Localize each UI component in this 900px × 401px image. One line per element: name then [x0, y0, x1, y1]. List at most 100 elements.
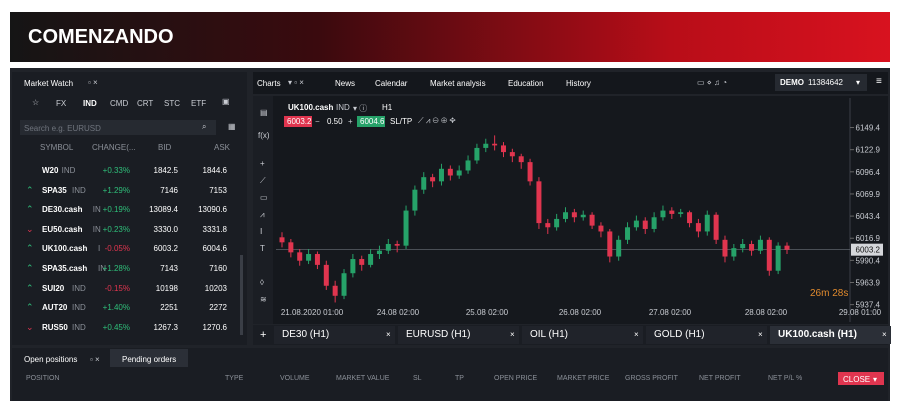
- ask: 1270.6: [202, 322, 227, 332]
- candle-body: [722, 239, 728, 257]
- toolbar-icons[interactable]: ▭ ⋄ ♫ ◔: [697, 78, 728, 87]
- bid: 3330.0: [153, 224, 178, 234]
- buy-box[interactable]: [357, 116, 385, 127]
- candle-body: [589, 214, 595, 226]
- candle-body: [563, 212, 569, 219]
- symbol[interactable]: RUS50: [42, 322, 68, 332]
- lot-minus[interactable]: −: [315, 117, 320, 126]
- settings-icon[interactable]: ▣: [222, 97, 230, 106]
- symbol[interactable]: EU50.cash: [42, 224, 83, 234]
- category-tab[interactable]: STC: [164, 99, 180, 108]
- candle-body: [412, 189, 418, 211]
- symbol-type: IND: [61, 166, 76, 175]
- current-price-box: [851, 243, 883, 256]
- ask: 10203: [204, 283, 227, 293]
- menu-icon[interactable]: ≡: [876, 76, 882, 87]
- candle-body: [376, 250, 382, 255]
- candle-body: [500, 145, 506, 153]
- chart-tab-close[interactable]: ×: [510, 330, 515, 339]
- nav-tab[interactable]: Education: [508, 79, 544, 88]
- sell-price: 6003.2: [287, 117, 312, 126]
- candle-body: [607, 231, 613, 257]
- candle-body: [749, 243, 755, 251]
- candle-body: [438, 168, 444, 182]
- symbol[interactable]: UK100.cash: [42, 244, 88, 254]
- candle-body: [332, 285, 338, 296]
- nav-tab[interactable]: Market analysis: [430, 79, 486, 88]
- chart-tools[interactable]: ⟋ ⩘ ⊖ ⊕ ✥: [418, 116, 456, 125]
- chart-tab-bg[interactable]: [770, 326, 891, 344]
- positions-tab[interactable]: Open positions: [24, 355, 78, 364]
- lot-plus[interactable]: +: [348, 117, 353, 126]
- chart-tab-bg[interactable]: [398, 326, 519, 344]
- symbol[interactable]: AUT20: [42, 303, 68, 313]
- bid: 7146: [160, 185, 178, 195]
- symbol-type: IND: [72, 185, 86, 195]
- close-dropdown[interactable]: ▾: [873, 375, 878, 384]
- positions-column: SL: [413, 375, 422, 382]
- column-header[interactable]: BID: [158, 143, 172, 152]
- chart-tab: UK100.cash (H1): [778, 329, 857, 340]
- column-header[interactable]: SYMBOL: [40, 143, 74, 152]
- candle-body: [713, 214, 719, 240]
- charts-menu[interactable]: Charts: [257, 79, 281, 88]
- candle-body: [775, 245, 781, 271]
- search-box[interactable]: [20, 120, 216, 135]
- candle-body: [616, 239, 622, 257]
- account-box[interactable]: [775, 74, 867, 91]
- positions-controls[interactable]: ▫ ×: [90, 355, 100, 364]
- column-header[interactable]: ASK: [214, 143, 231, 152]
- change: +1.29%: [102, 185, 130, 195]
- positions-tab[interactable]: Pending orders: [122, 355, 177, 364]
- nav-tab[interactable]: News: [335, 79, 356, 88]
- tab-bg[interactable]: [110, 349, 188, 367]
- candle-body: [394, 243, 400, 246]
- x-tick-label: 27.08 02:00: [649, 308, 692, 317]
- chart-tab-close[interactable]: ×: [634, 330, 639, 339]
- sell-box[interactable]: [284, 116, 312, 127]
- symbol[interactable]: DE30.cash: [42, 205, 83, 215]
- favorites-tab[interactable]: ☆: [32, 98, 40, 107]
- symbol[interactable]: SUI20: [42, 283, 65, 293]
- chart-tab-close[interactable]: ×: [386, 330, 391, 339]
- panel-controls[interactable]: ▫ ×: [88, 78, 98, 87]
- chart-info-icons[interactable]: ▾ ⓘ: [353, 104, 368, 113]
- candle-body: [766, 239, 772, 271]
- category-tab[interactable]: CMD: [110, 99, 129, 108]
- account-dropdown[interactable]: ▾: [856, 78, 861, 87]
- candle-body: [625, 227, 631, 240]
- nav-tab[interactable]: History: [566, 79, 591, 88]
- grid-icon[interactable]: ▦: [228, 122, 236, 131]
- chart-tab: GOLD (H1): [654, 329, 705, 340]
- market-watch-panel: [12, 72, 247, 345]
- chart-tab-close[interactable]: ×: [758, 330, 763, 339]
- symbol[interactable]: W20: [42, 166, 59, 175]
- chart-timeframe[interactable]: H1: [382, 103, 393, 112]
- trend-arrow: ⌃: [26, 243, 34, 254]
- category-tab[interactable]: IND: [83, 99, 97, 108]
- symbol[interactable]: SPA35: [42, 185, 67, 195]
- candle-body: [642, 220, 648, 229]
- chart-tab-bg[interactable]: [646, 326, 767, 344]
- bid: 7143: [160, 264, 178, 273]
- nav-tab[interactable]: Calendar: [375, 79, 408, 88]
- ask: 13090.6: [198, 205, 227, 215]
- search-icon[interactable]: ⌕: [202, 122, 207, 131]
- symbol[interactable]: SPA35.cash: [42, 264, 88, 273]
- column-header[interactable]: CHANGE(...: [92, 143, 136, 152]
- category-tab[interactable]: FX: [56, 99, 67, 108]
- chart-tab-close[interactable]: ×: [882, 330, 887, 339]
- trend-arrow: ⌄: [26, 223, 34, 234]
- chart-tab-bg[interactable]: [522, 326, 643, 344]
- sltp-button[interactable]: SL/TP: [390, 117, 413, 126]
- positions-column: OPEN PRICE: [494, 375, 538, 382]
- close-button[interactable]: [838, 372, 884, 385]
- category-tab[interactable]: CRT: [137, 99, 154, 108]
- fx-button[interactable]: f(x): [258, 131, 270, 140]
- category-tab[interactable]: ETF: [191, 99, 207, 108]
- y-tick-label: 6122.9: [856, 146, 881, 155]
- chart-controls[interactable]: ▾ ▫ ×: [288, 78, 304, 87]
- add-chart[interactable]: +: [260, 329, 267, 341]
- chart-tab-bg[interactable]: [274, 326, 395, 344]
